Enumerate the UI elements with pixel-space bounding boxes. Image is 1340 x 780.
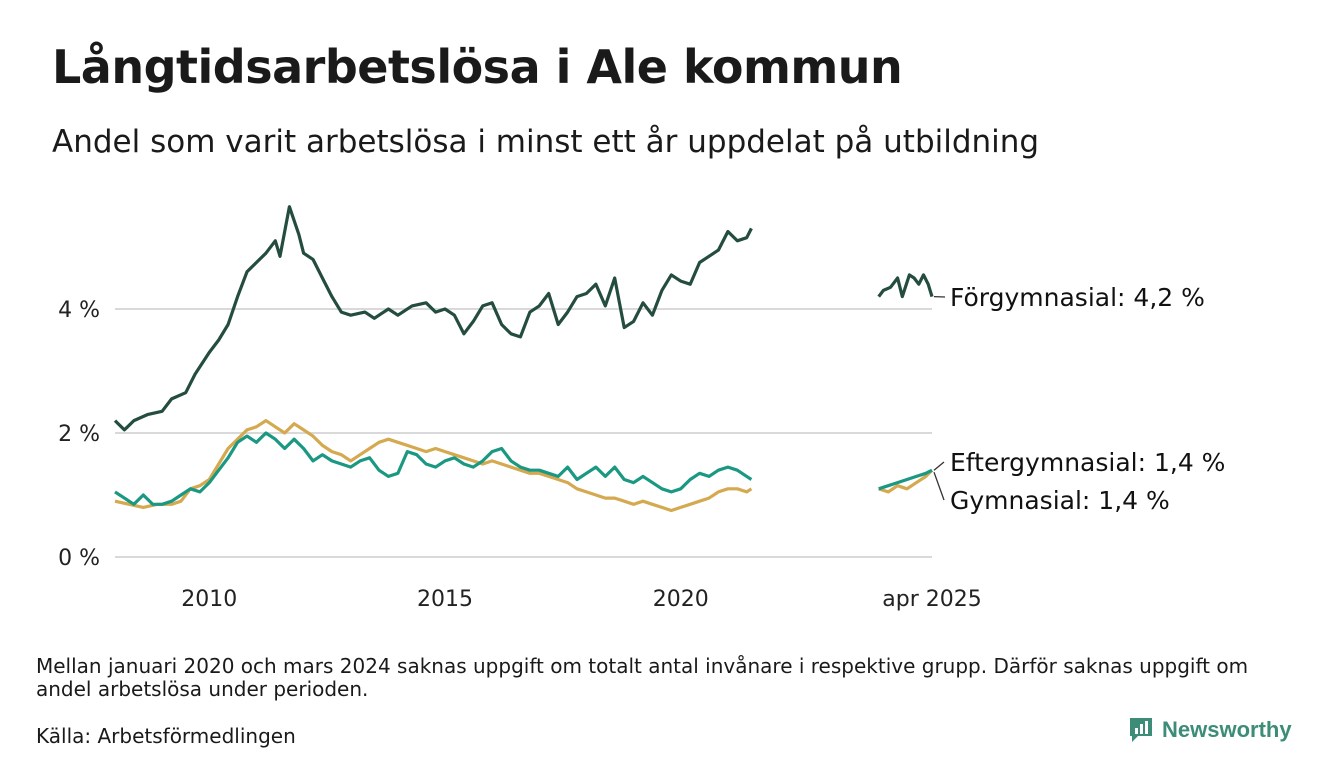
source-text: Källa: Arbetsförmedlingen (36, 724, 296, 748)
series-line-eftergymnasial (114, 431, 753, 506)
gridlines (115, 308, 932, 558)
x-tick-label: 2020 (653, 587, 709, 612)
y-tick-label: 0 % (58, 546, 100, 571)
x-tick-label: apr 2025 (882, 587, 981, 612)
x-tick-label: 2015 (417, 587, 473, 612)
x-axis-ticks: 2010 2015 2020 apr 2025 (181, 587, 981, 612)
label-leader-line (933, 461, 945, 471)
series-line-gymnasial (114, 419, 753, 513)
series-end-labels: Förgymnasial: 4,2 % Eftergymnasial: 1,4 %… (933, 283, 1225, 515)
end-label-förgymnasial: Förgymnasial: 4,2 % (950, 283, 1205, 312)
series-line-eftergymnasial (878, 468, 933, 491)
label-leader-line (933, 471, 945, 501)
newsworthy-logo[interactable]: Newsworthy (1128, 716, 1292, 744)
chart-subtitle: Andel som varit arbetslösa i minst ett å… (52, 124, 1040, 160)
end-label-eftergymnasial: Eftergymnasial: 1,4 % (950, 448, 1225, 477)
series-lines (113, 205, 934, 513)
brand-name: Newsworthy (1162, 717, 1292, 742)
y-tick-label: 2 % (58, 422, 100, 447)
chart-title: Långtidsarbetslösa i Ale kommun (52, 40, 903, 94)
line-chart: 0 % 2 % 4 % 2010 2015 2020 apr 2025 Förgymnas… (58, 205, 1225, 612)
x-tick-label: 2010 (181, 587, 237, 612)
bar-chart-speech-bubble-icon (1130, 718, 1152, 742)
footnote: Mellan januari 2020 och mars 2024 saknas… (36, 654, 1249, 701)
series-line-förgymnasial (877, 273, 934, 299)
end-label-gymnasial: Gymnasial: 1,4 % (950, 486, 1170, 515)
y-axis-ticks: 0 % 2 % 4 % (58, 298, 100, 571)
series-line-gymnasial (878, 469, 934, 494)
y-tick-label: 4 % (58, 298, 100, 323)
series-line-förgymnasial (113, 205, 753, 432)
